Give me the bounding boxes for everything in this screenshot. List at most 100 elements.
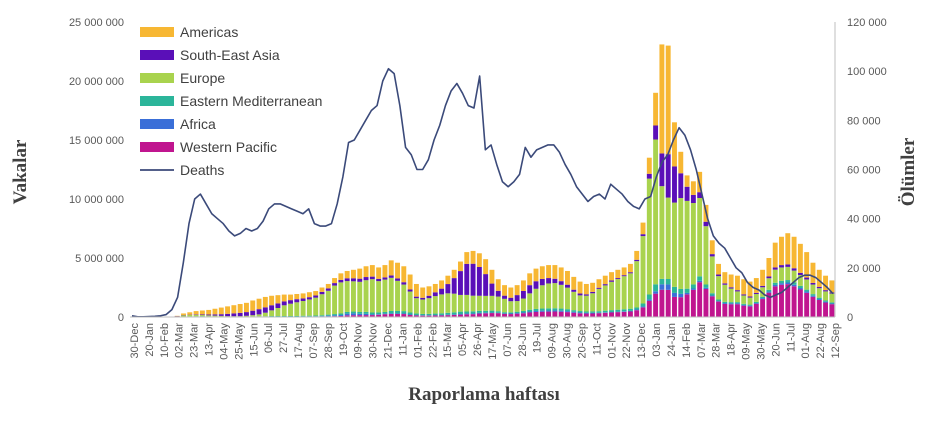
bar-segment-europe: [779, 267, 784, 281]
bar-segment-americas: [621, 267, 627, 276]
bar-segment-africa: [483, 312, 489, 314]
right-tick-label: 60 000: [847, 165, 881, 177]
bar-segment-europe: [369, 279, 375, 313]
bar-segment-eastern-mediterranean: [602, 310, 608, 313]
bar-segment-africa: [514, 313, 520, 314]
bar-segment-americas: [772, 242, 778, 268]
bar-segment-europe: [760, 287, 766, 297]
bar-segment-africa: [325, 315, 331, 317]
bar-segment-eastern-mediterranean: [407, 312, 413, 315]
bar-segment-europe: [678, 198, 684, 289]
bar-segment-western-pacific: [577, 313, 583, 317]
bar-segment-americas: [609, 272, 614, 281]
bar-segment-eastern-mediterranean: [697, 276, 703, 281]
bar-segment-eastern-mediterranean: [458, 311, 463, 315]
bar-segment-eastern-mediterranean: [325, 314, 331, 316]
bar-segment-south-east-asia: [565, 284, 570, 288]
bar-segment-africa: [779, 283, 784, 285]
x-tick-label: 30-Dec: [129, 323, 141, 359]
bar-segment-americas: [395, 262, 400, 279]
bar-segment-eastern-mediterranean: [338, 313, 344, 315]
x-tick-label: 06-Jul: [263, 323, 275, 353]
bar-segment-africa: [338, 314, 344, 316]
bar-segment-western-pacific: [640, 307, 646, 317]
bar-segment-south-east-asia: [357, 278, 363, 282]
bar-segment-south-east-asia: [206, 314, 212, 316]
bar-segment-americas: [816, 269, 822, 287]
bar-segment-eastern-mediterranean: [420, 313, 426, 316]
bar-segment-eastern-mediterranean: [344, 311, 350, 314]
bar-segment-eastern-mediterranean: [300, 315, 306, 317]
y-axis-title-left: Vakalar: [10, 139, 31, 204]
bar-segment-western-pacific: [407, 315, 413, 317]
bar-segment-europe: [596, 288, 602, 312]
bar-segment-americas: [565, 270, 570, 285]
bar-segment-americas: [244, 302, 249, 313]
bar-segment-americas: [627, 263, 633, 273]
bar-segment-europe: [432, 296, 438, 314]
bar-segment-eastern-mediterranean: [464, 311, 470, 314]
bar-segment-south-east-asia: [741, 294, 747, 296]
bar-segment-south-east-asia: [514, 295, 520, 302]
bar-segment-western-pacific: [772, 286, 778, 317]
bar-segment-south-east-asia: [728, 287, 734, 289]
legend-label: Deaths: [180, 162, 224, 178]
bar-segment-eastern-mediterranean: [583, 311, 589, 313]
bar-segment-south-east-asia: [363, 277, 369, 281]
bar-segment-south-east-asia: [199, 314, 205, 316]
bar-segment-western-pacific: [382, 314, 388, 317]
bar-segment-americas: [577, 281, 583, 294]
x-tick-label: 07-Sep: [308, 323, 320, 358]
bar-segment-south-east-asia: [413, 296, 419, 299]
bar-segment-europe: [785, 266, 791, 281]
bar-segment-eastern-mediterranean: [558, 308, 564, 311]
bar-segment-eastern-mediterranean: [552, 308, 558, 311]
bar-segment-eastern-mediterranean: [716, 299, 721, 302]
bar-segment-western-pacific: [520, 313, 526, 317]
bar-segment-americas: [520, 280, 526, 291]
bar-segment-eastern-mediterranean: [779, 280, 784, 284]
legend-label: Africa: [180, 116, 216, 132]
bar-segment-eastern-mediterranean: [684, 288, 690, 293]
bar-segment-eastern-mediterranean: [659, 278, 665, 285]
legend-swatch: [140, 119, 174, 129]
bar-segment-europe: [395, 280, 400, 311]
bar-segment-americas: [388, 260, 394, 276]
bar-segment-africa: [810, 295, 816, 297]
bar-segment-americas: [344, 270, 350, 279]
bar-segment-europe: [489, 295, 495, 311]
bar-segment-south-east-asia: [546, 278, 552, 284]
bar-segment-western-pacific: [823, 302, 829, 317]
x-tick-label: 27-Jul: [278, 323, 290, 353]
bar-segment-europe: [514, 301, 520, 312]
bar-segment-eastern-mediterranean: [269, 316, 275, 317]
bar-segment-africa: [476, 312, 482, 314]
bar-segment-eastern-mediterranean: [829, 302, 835, 304]
bar-segment-americas: [225, 306, 231, 314]
bar-segment-western-pacific: [627, 311, 633, 317]
bar-segment-americas: [483, 259, 489, 275]
bar-segment-americas: [231, 305, 237, 314]
bar-segment-south-east-asia: [395, 278, 400, 281]
x-tick-label: 11-Oct: [591, 323, 603, 355]
bar-segment-americas: [325, 283, 331, 289]
bar-segment-south-east-asia: [520, 290, 526, 299]
bar-segment-south-east-asia: [439, 288, 445, 295]
bar-segment-americas: [552, 265, 558, 279]
bar-segment-western-pacific: [609, 312, 614, 317]
bar-segment-western-pacific: [634, 310, 640, 317]
bar-segment-western-pacific: [351, 315, 356, 317]
bar-segment-western-pacific: [791, 286, 797, 317]
bar-segment-europe: [791, 270, 797, 283]
bar-segment-europe: [338, 282, 344, 314]
bar-segment-americas: [382, 265, 388, 278]
bar-segment-africa: [363, 313, 369, 316]
x-tick-label: 26-Apr: [472, 323, 484, 356]
bar-segment-eastern-mediterranean: [539, 308, 545, 311]
bar-segment-south-east-asia: [646, 173, 652, 179]
bar-segment-europe: [590, 293, 596, 312]
bar-segment-eastern-mediterranean: [747, 304, 753, 306]
x-axis-title: Raporlama haftası: [408, 384, 559, 405]
bar-segment-americas: [187, 312, 193, 315]
bar-segment-south-east-asia: [351, 278, 356, 282]
